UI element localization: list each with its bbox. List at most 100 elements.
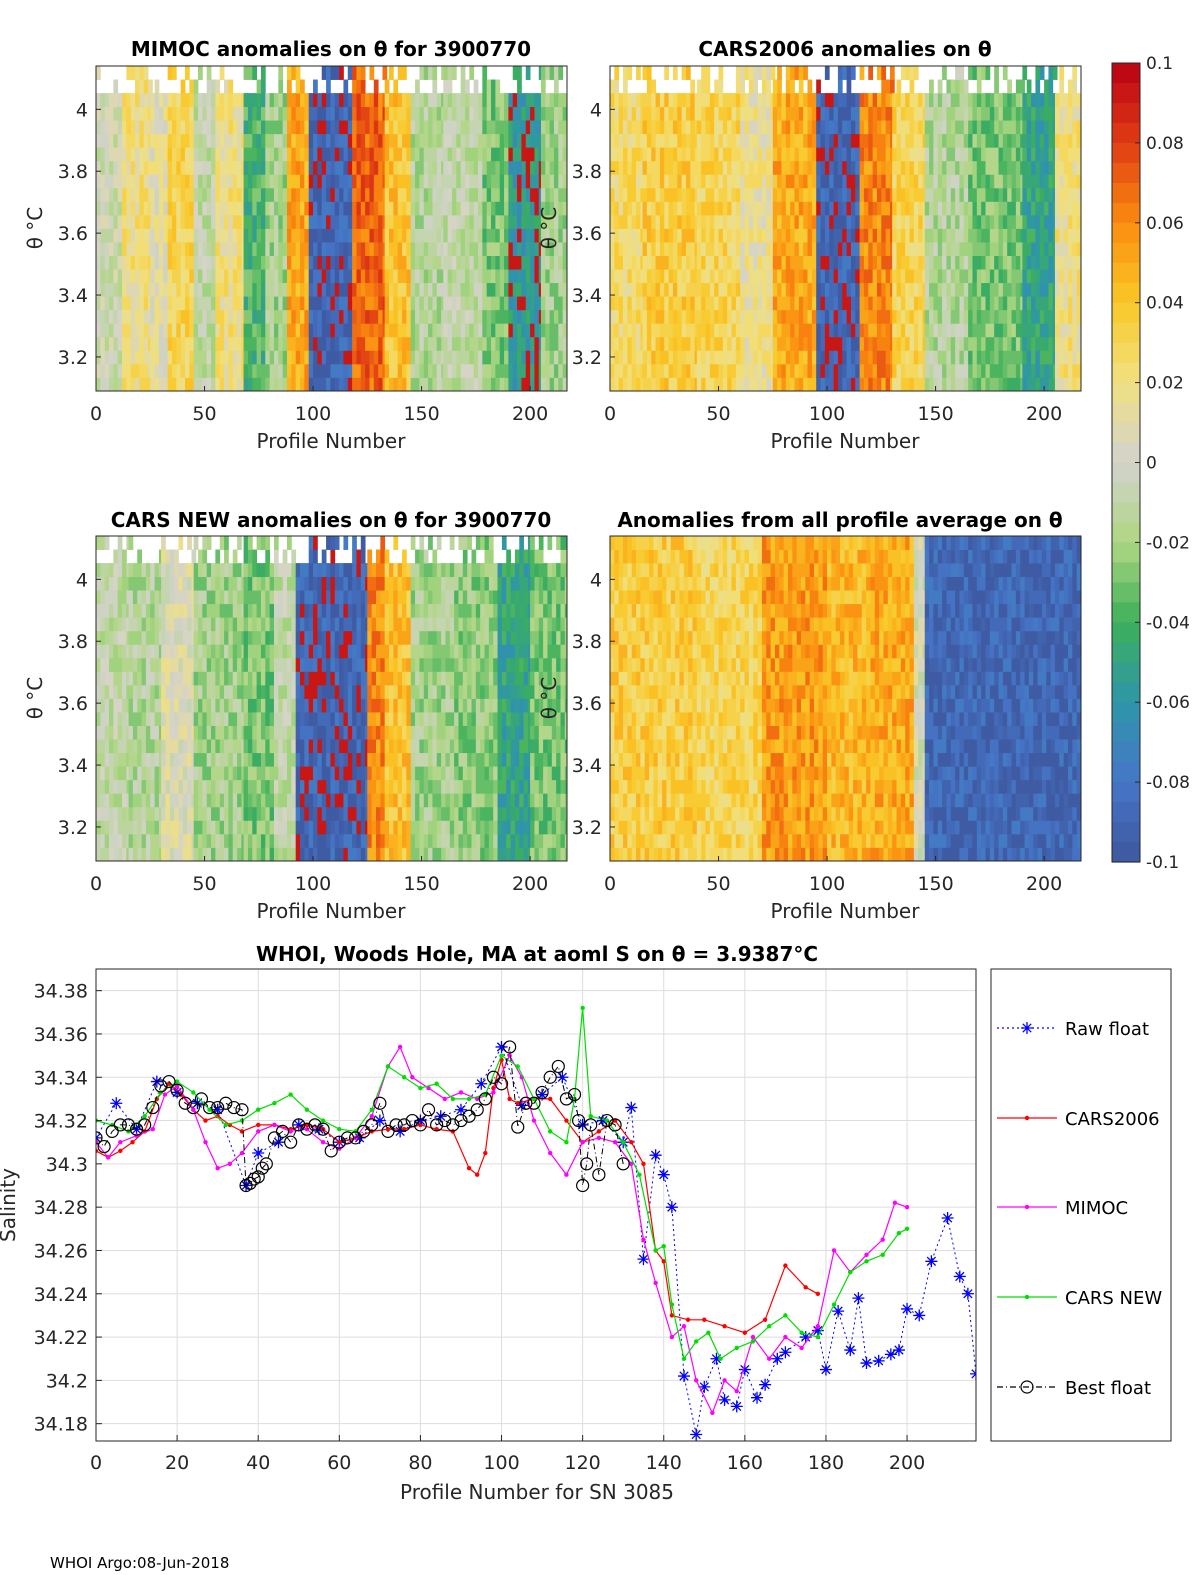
heatmap-cell: [265, 282, 271, 297]
heatmap-cell: [664, 350, 670, 365]
heatmap-cell: [365, 160, 370, 175]
heatmap-cell: [1031, 269, 1036, 284]
heatmap-cell: [772, 174, 778, 189]
heatmap-cell: [909, 120, 915, 135]
heatmap-cell: [959, 228, 965, 243]
heatmap-cell: [794, 187, 800, 202]
heatmap-cell: [753, 174, 758, 189]
heatmap-cell: [872, 282, 878, 297]
heatmap-cell: [206, 363, 212, 378]
heatmap-cell: [820, 106, 826, 121]
heatmap-cell: [356, 201, 362, 216]
heatmap-cell: [269, 187, 275, 202]
heatmap-cell: [718, 106, 724, 121]
heatmap-cell: [504, 228, 509, 243]
y-tick-label: 3.4: [58, 285, 88, 307]
heatmap-cell: [553, 336, 559, 351]
heatmap-cell: [397, 120, 403, 135]
heatmap-cell: [553, 79, 559, 94]
heatmap-cell: [994, 363, 999, 378]
heatmap-cell: [855, 174, 861, 189]
heatmap-cell: [428, 377, 433, 391]
heatmap-cell: [740, 350, 745, 365]
heatmap-cell: [863, 242, 869, 256]
heatmap-cell: [655, 201, 661, 216]
heatmap-cell: [701, 147, 706, 162]
heatmap-cell: [642, 106, 648, 121]
heatmap-cell: [968, 133, 973, 148]
heatmap-cell: [356, 255, 362, 270]
heatmap-cell: [868, 133, 874, 148]
heatmap-cell: [360, 255, 366, 270]
heatmap-cell: [456, 336, 462, 351]
heatmap-cell: [378, 309, 383, 324]
heatmap-cell: [994, 201, 999, 216]
heatmap-cell: [163, 350, 169, 365]
heatmap-cell: [655, 336, 661, 351]
heatmap-cell: [690, 79, 696, 94]
heatmap-cell: [701, 174, 706, 189]
heatmap-cell: [260, 106, 266, 121]
heatmap-cell: [972, 147, 978, 162]
heatmap-cell: [803, 187, 808, 202]
heatmap-cell: [326, 66, 331, 80]
heatmap-cell: [614, 93, 620, 108]
heatmap-cell: [343, 363, 349, 378]
heatmap-cell: [482, 282, 488, 297]
heatmap-cell: [881, 147, 887, 162]
heatmap-cell: [892, 147, 897, 162]
heatmap-cell: [837, 282, 843, 297]
heatmap-cell: [833, 296, 839, 311]
heatmap-cell: [846, 120, 852, 135]
heatmap-cell: [816, 93, 821, 108]
heatmap-cell: [278, 79, 284, 94]
heatmap-cell: [126, 255, 132, 270]
heatmap-cell: [495, 377, 501, 391]
heatmap-cell: [317, 93, 323, 108]
heatmap-cell: [278, 336, 284, 351]
heatmap-cell: [718, 323, 724, 338]
heatmap-cell: [909, 282, 915, 297]
heatmap-cell: [247, 336, 253, 351]
heatmap-cell: [295, 79, 301, 94]
heatmap-cell: [150, 147, 156, 162]
heatmap-cell: [304, 187, 310, 202]
heatmap-cell: [850, 377, 856, 391]
heatmap-cell: [525, 214, 531, 229]
heatmap-cell: [777, 160, 782, 175]
heatmap-cell: [924, 323, 930, 338]
heatmap-cell: [685, 160, 691, 175]
heatmap-cell: [243, 336, 249, 351]
heatmap-cell: [464, 106, 470, 121]
heatmap-cell: [224, 133, 229, 148]
heatmap-cell: [419, 228, 425, 243]
heatmap-cell: [985, 269, 991, 284]
heatmap-cell: [304, 174, 310, 189]
heatmap-cell: [451, 363, 457, 378]
heatmap-cell: [540, 269, 546, 284]
heatmap-cell: [287, 228, 292, 243]
heatmap-cell: [96, 214, 101, 229]
heatmap-cell: [618, 228, 624, 243]
heatmap-cell: [167, 66, 173, 80]
heatmap-cell: [696, 174, 702, 189]
heatmap-cell: [176, 106, 182, 121]
heatmap-cell: [690, 282, 696, 297]
heatmap-cell: [415, 201, 420, 216]
heatmap-cell: [517, 228, 522, 243]
heatmap-cell: [731, 187, 737, 202]
heatmap-cell: [824, 377, 830, 391]
heatmap-cell: [959, 187, 965, 202]
heatmap-cell: [859, 363, 865, 378]
heatmap-cell: [863, 309, 869, 324]
heatmap-cell: [373, 255, 379, 270]
heatmap-cell: [994, 242, 999, 256]
heatmap-cell: [761, 93, 767, 108]
heatmap-cell: [432, 174, 438, 189]
heatmap-cell: [913, 336, 919, 351]
heatmap-cell: [224, 296, 229, 311]
heatmap-cell: [104, 323, 110, 338]
heatmap-cell: [378, 93, 383, 108]
heatmap-cell: [540, 323, 546, 338]
heatmap-cell: [892, 309, 897, 324]
